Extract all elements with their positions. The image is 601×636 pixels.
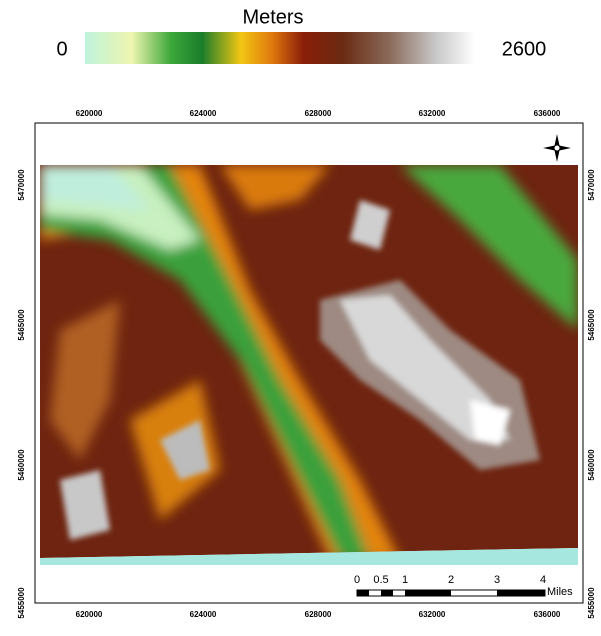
scale-label: 0	[354, 574, 360, 586]
bottom-coordinate: 620000	[76, 610, 103, 619]
scale-bar	[357, 590, 545, 596]
top-coordinate: 620000	[76, 109, 103, 118]
top-coordinate: 636000	[534, 109, 561, 118]
elevation-raster	[40, 165, 578, 565]
color-ramp	[85, 32, 475, 64]
left-coordinate: 5470000	[17, 169, 26, 201]
left-coordinate: 5460000	[17, 449, 26, 481]
bottom-coordinate: 632000	[419, 610, 446, 619]
bottom-coordinate: 636000	[534, 610, 561, 619]
top-coordinate: 632000	[419, 109, 446, 118]
left-coordinate: 5465000	[17, 309, 26, 341]
scale-label: 1	[402, 574, 408, 586]
scale-label: 3	[494, 574, 500, 586]
scale-unit: Miles	[547, 586, 573, 598]
scale-label: 4	[540, 574, 546, 586]
legend-title: Meters	[242, 6, 303, 28]
top-coordinate: 624000	[190, 109, 217, 118]
right-coordinate: 5465000	[587, 309, 596, 341]
bottom-coordinate: 628000	[305, 610, 332, 619]
right-coordinate: 5455000	[587, 587, 596, 619]
right-coordinate: 5470000	[587, 169, 596, 201]
north-arrow	[543, 134, 571, 162]
scale-label: 2	[448, 574, 454, 586]
map-figure: Meters 0 2600	[0, 0, 601, 636]
top-coordinate: 628000	[305, 109, 332, 118]
scale-label: 0.5	[373, 574, 388, 586]
legend-max: 2600	[502, 38, 547, 60]
legend-min: 0	[56, 38, 67, 60]
right-coordinate: 5460000	[587, 449, 596, 481]
bottom-coordinate: 624000	[190, 610, 217, 619]
left-coordinate: 5455000	[17, 587, 26, 619]
